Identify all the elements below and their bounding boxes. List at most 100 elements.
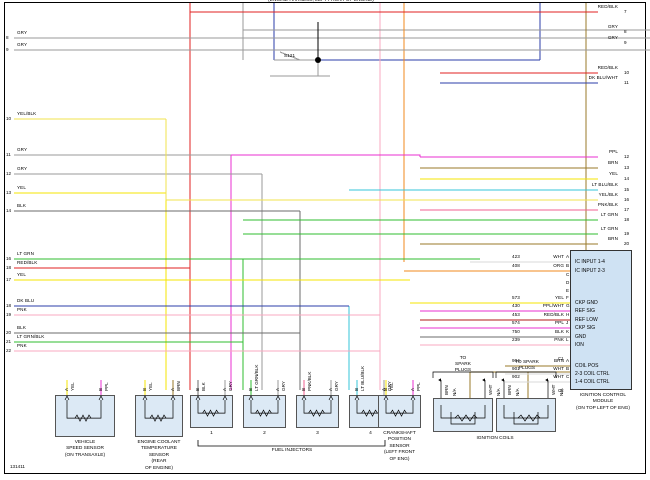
right-pin-wire-label: GRY xyxy=(607,35,618,40)
spark-plugs-2-line-1: TO SPARK xyxy=(515,360,539,365)
fuel-injector-3-caption-line: 3 xyxy=(316,431,319,436)
spark-plugs-label-1: TO SPARK PLUGS xyxy=(438,356,488,374)
vehicle-speed-sensor-caption-line: SPEED SENSOR xyxy=(66,446,104,452)
coil-wire-color: WHT xyxy=(551,384,556,395)
fuel-injector-3-caption: 3 xyxy=(273,431,363,437)
icm-wire-color: PPL/WHT xyxy=(542,303,564,308)
icm-terminal-letter: F xyxy=(566,295,569,300)
spark-plugs-1-line-3: PLUGS xyxy=(454,367,472,373)
left-pin-number: 17 xyxy=(6,277,12,282)
right-pin-wire-label: RED/BLK xyxy=(597,4,618,9)
fuel-injectors-label: FUEL INJECTORS xyxy=(271,448,313,453)
vehicle-speed-sensor-caption-line: VEHICLE xyxy=(74,440,96,445)
icm-terminal-letter: J xyxy=(566,320,569,325)
connector-c1-label: C1 xyxy=(558,356,564,361)
icm-circuit-number: 239 xyxy=(512,337,520,342)
right-pin-number: 10 xyxy=(624,70,630,75)
left-pin-wire-label: PNK xyxy=(17,307,27,312)
icm-wire-color: PPL xyxy=(555,320,564,325)
left-pin-wire-label: LT GRN xyxy=(17,251,35,256)
crankshaft-position-sensor-caption-line: CRANKSHAFT xyxy=(383,431,416,436)
fuel-injector-4-caption-line: 4 xyxy=(369,431,372,436)
icm-function-label: 1-4 COIL CTRL xyxy=(575,379,610,385)
icm-terminal-letter: A xyxy=(566,254,570,259)
left-pin-number: 10 xyxy=(6,116,12,121)
right-pin-wire-label: YEL xyxy=(609,171,618,176)
coil-wire-color: BRN xyxy=(444,385,449,395)
splice-dot xyxy=(315,57,321,63)
fuel-injector-1-caption-line: 1 xyxy=(210,431,213,436)
icm-circuit-number: 423 xyxy=(512,254,520,259)
icm-wire-color: BLK xyxy=(555,329,564,334)
engine-coolant-temperature-sensor-caption-line: TEMPERATURE xyxy=(141,446,177,452)
right-pin-wire-label: YEL/BLK xyxy=(598,192,618,197)
icm-circuit-number: 430 xyxy=(512,303,520,308)
icm-wire-color: BRN xyxy=(554,358,564,363)
right-pin-wire-label: BRN xyxy=(608,236,618,241)
left-pin-wire-label: LT GRN/BLK xyxy=(17,334,45,339)
icm-terminal-letter: C xyxy=(566,374,570,379)
icm-function-label: IC INPUT 2-3 xyxy=(575,268,605,274)
left-pin-wire-label: GRY xyxy=(17,30,28,35)
icm-function-label: CKP SIG xyxy=(575,325,596,331)
left-pin-number: 14 xyxy=(6,208,12,213)
icm-terminal-letter: H xyxy=(566,312,570,317)
spark-plugs-1-line-1: TO xyxy=(459,356,467,361)
left-pin-wire-label: YEL xyxy=(17,185,26,190)
icm-title-line-2: MODULE xyxy=(592,399,614,405)
right-pin-wire-label: LT GRN xyxy=(600,212,618,217)
left-pin-wire-label: YEL/BLK xyxy=(17,111,37,116)
engine-coolant-temperature-sensor-caption-line: OF ENGINE) xyxy=(145,465,173,471)
left-pin-number: 21 xyxy=(6,339,12,344)
fuel-injector-1-caption: 1 xyxy=(167,431,257,437)
icm-circuit-number: 904 xyxy=(512,358,520,363)
right-pin-wire-label: BRN xyxy=(608,160,618,165)
left-pin-number: 11 xyxy=(6,152,11,157)
left-pin-number: 12 xyxy=(6,171,12,176)
icm-circuit-number: 408 xyxy=(512,263,520,268)
right-pin-number: 18 xyxy=(624,217,630,222)
left-pin-wire-label: GRY xyxy=(17,42,28,47)
icm-wire-color: WHT xyxy=(553,254,564,259)
right-pin-number: 7 xyxy=(624,9,627,14)
vehicle-speed-sensor-caption-line: (ON TRANSAXLE) xyxy=(64,452,106,458)
left-pin-wire-label: GRY xyxy=(17,166,28,171)
right-pin-number: 16 xyxy=(624,197,630,202)
icm-title: IGNITION CONTROL MODULE (ON TOP LEFT OF … xyxy=(558,393,648,412)
splice-label: S121 xyxy=(284,53,296,58)
spark-plugs-1-line-2: SPARK xyxy=(455,361,471,367)
left-pin-number: 9 xyxy=(6,47,9,52)
right-pin-number: 19 xyxy=(624,231,630,236)
right-pin-number: 15 xyxy=(624,187,630,192)
ignition-coil-1-body xyxy=(433,398,493,432)
icm-wire-color: WHT xyxy=(553,366,564,371)
crankshaft-position-sensor-caption-line: SENSOR xyxy=(389,443,410,449)
left-pin-number: 18 xyxy=(6,303,12,308)
vehicle-speed-sensor xyxy=(55,395,115,437)
right-pin-wire-label: GRY xyxy=(607,24,618,29)
spark-plugs-2-line-2: PLUGS xyxy=(518,365,536,371)
icm-terminal-letter: E xyxy=(566,288,570,293)
connector-c2-label: C2 xyxy=(558,388,564,393)
icm-function-label: 2-3 COIL CTRL xyxy=(575,371,610,377)
engine-coolant-temperature-sensor xyxy=(135,395,183,437)
icm-terminal-letter: D xyxy=(566,280,570,285)
crankshaft-position-sensor-caption-line: OF ENG) xyxy=(389,456,410,462)
icm-terminal-letter: K xyxy=(566,329,570,334)
right-pin-wire-label: LT GRN xyxy=(600,226,618,231)
crankshaft-position-sensor-caption-line: (LEFT FRONT xyxy=(383,450,416,456)
splice-note: (ENGINE HARNESS, LEFT FRONT OF ENGINE) xyxy=(268,0,374,3)
sheet-id-number: 131411 xyxy=(10,464,25,469)
icm-terminal-letter: C xyxy=(566,272,570,277)
icm-wire-color: RED/BLK xyxy=(543,312,564,317)
icm-title-line-1: IGNITION CONTROL xyxy=(579,393,627,398)
left-pin-number: 20 xyxy=(6,330,12,335)
left-pin-number: 16 xyxy=(6,256,12,261)
